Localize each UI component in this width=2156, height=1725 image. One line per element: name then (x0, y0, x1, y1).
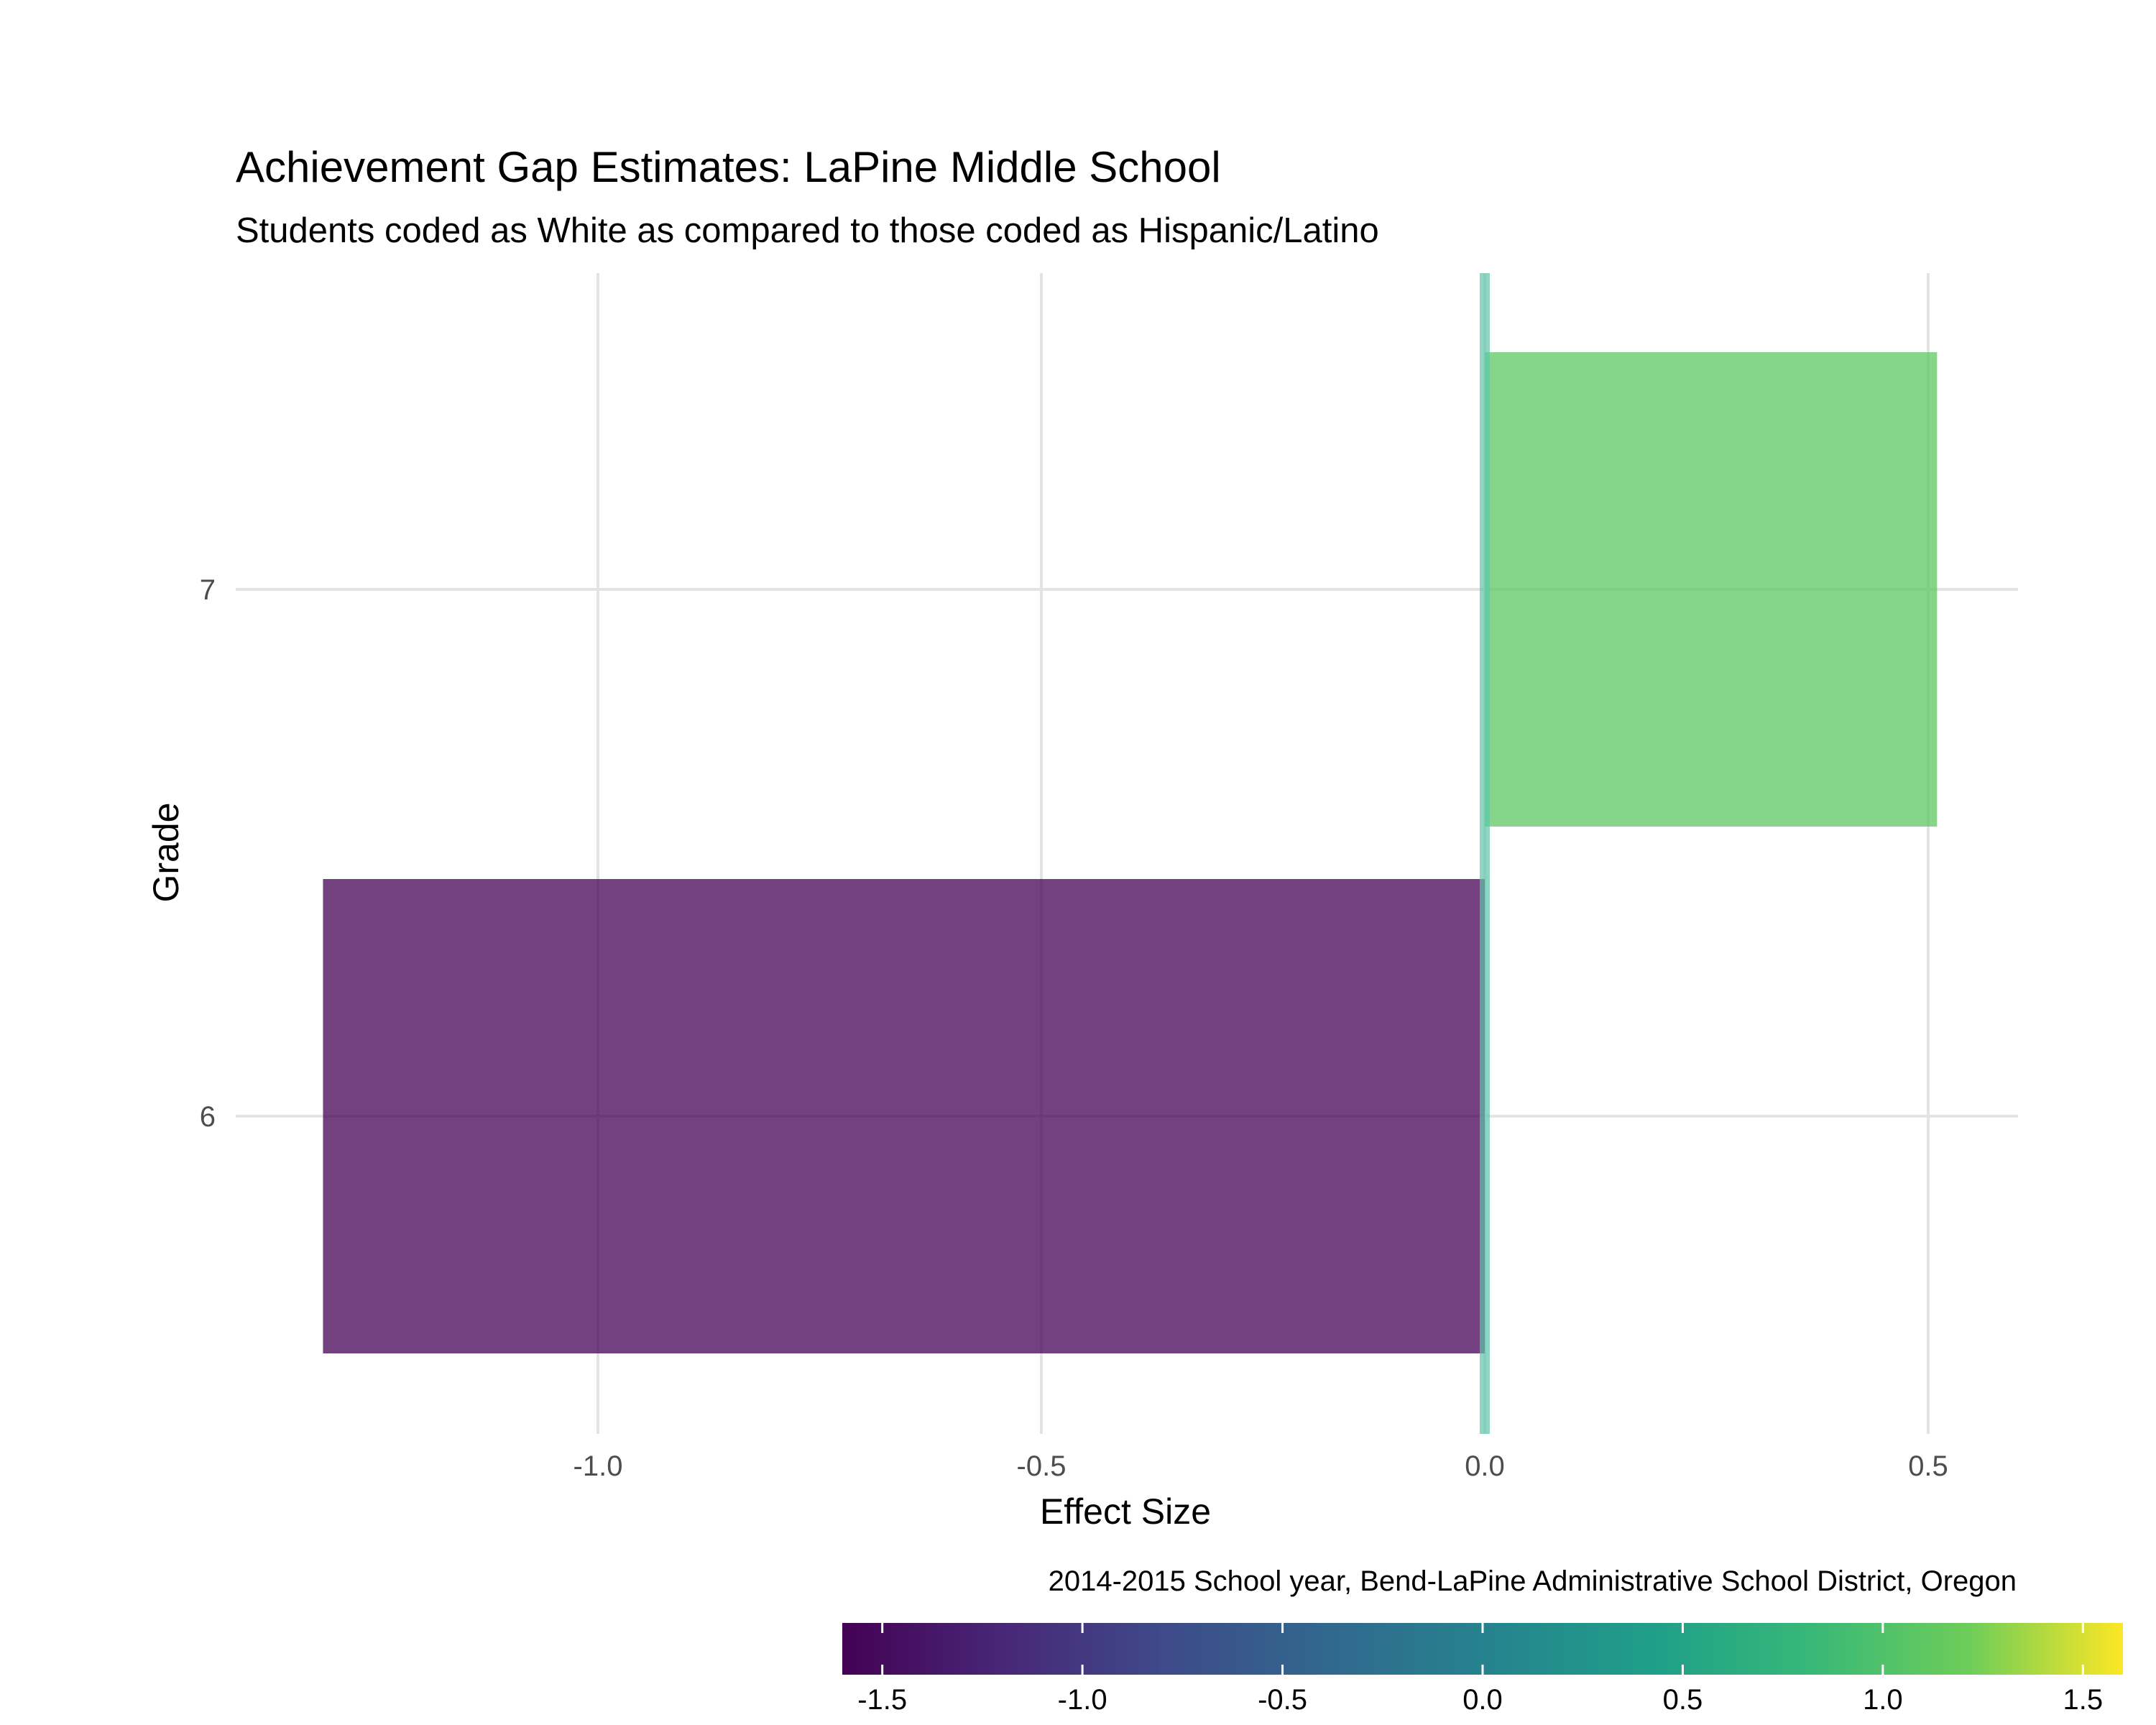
x-tick-label: 0.5 (1908, 1450, 1948, 1482)
y-tick-label: 7 (200, 574, 216, 606)
x-axis-ticks: -1.0 -0.5 0.0 0.5 (573, 1450, 1948, 1482)
bars (323, 352, 1938, 1353)
colorbar-tick-label: -1.5 (857, 1684, 907, 1716)
chart-caption: 2014-2015 School year, Bend-LaPine Admin… (1049, 1565, 2017, 1597)
x-tick-label: 0.0 (1465, 1450, 1505, 1482)
x-tick-label: -0.5 (1017, 1450, 1067, 1482)
colorbar-tick-label: 1.0 (1863, 1684, 1903, 1716)
bar-grade-6 (323, 879, 1485, 1353)
y-axis-ticks: 67 (200, 574, 216, 1133)
chart-header: Achievement Gap Estimates: LaPine Middle… (236, 143, 1379, 250)
colorbar-tick-label: -0.5 (1258, 1684, 1307, 1716)
x-axis-title: Effect Size (1040, 1491, 1211, 1532)
colorbar-tick-label: 0.5 (1663, 1684, 1703, 1716)
colorbar-legend: -1.5 -1.0 -0.5 0.0 0.5 1.0 1.5 (842, 1623, 2123, 1716)
colorbar-tick-label: 0.0 (1462, 1684, 1503, 1716)
colorbar-tick-label: 1.5 (2063, 1684, 2104, 1716)
colorbar-ticks: -1.5 -1.0 -0.5 0.0 0.5 1.0 1.5 (857, 1623, 2103, 1716)
colorbar-tick-label: -1.0 (1058, 1684, 1107, 1716)
bar-grade-7 (1485, 352, 1938, 827)
y-tick-label: 6 (200, 1101, 216, 1133)
y-axis-title: Grade (146, 803, 186, 903)
chart-subtitle: Students coded as White as compared to t… (236, 211, 1379, 250)
chart-title: Achievement Gap Estimates: LaPine Middle… (236, 143, 1221, 191)
x-tick-label: -1.0 (573, 1450, 623, 1482)
